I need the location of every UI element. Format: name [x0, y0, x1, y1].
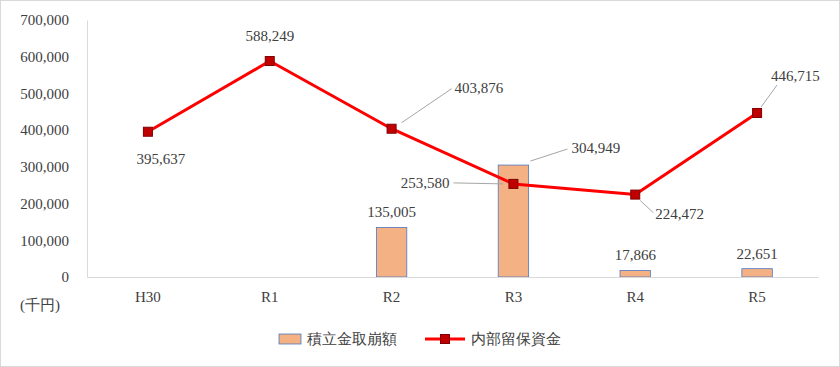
marker — [509, 179, 518, 188]
marker — [143, 127, 152, 136]
x-axis-line — [88, 277, 819, 278]
x-tick-label: H30 — [135, 289, 161, 305]
bar — [742, 269, 772, 277]
x-tick: R4 — [626, 277, 644, 305]
data-label: 224,472 — [655, 206, 704, 222]
data-labels: 135,005 304,949 17,866 22,651 395,637 588,249… — [137, 28, 820, 263]
y-tick-label: 200,000 — [20, 196, 69, 212]
y-tick-label: 500,000 — [20, 86, 69, 102]
x-tick: R1 — [261, 277, 279, 305]
bar — [376, 227, 406, 277]
y-tick: 600,000 — [20, 49, 87, 65]
x-tick-label: R2 — [383, 289, 401, 305]
y-tick-label: 300,000 — [20, 159, 69, 175]
bar — [498, 165, 528, 277]
x-tick: R5 — [748, 277, 766, 305]
y-tick: 100,000 — [20, 233, 87, 249]
y-tick-label: 400,000 — [20, 122, 69, 138]
plot-area — [143, 57, 772, 277]
label-leader — [761, 85, 777, 107]
data-label: 395,637 — [137, 151, 186, 167]
marker — [387, 124, 396, 133]
legend-swatch — [279, 334, 301, 344]
y-tick: 0 — [62, 269, 88, 285]
legend-label: 積立金取崩額 — [307, 331, 397, 347]
x-tick-label: R5 — [748, 289, 766, 305]
y-tick: 300,000 — [20, 159, 87, 175]
y-tick: 400,000 — [20, 122, 87, 138]
y-tick-label: 0 — [62, 269, 70, 285]
label-leader — [530, 149, 567, 161]
y-tick: 700,000 — [20, 12, 87, 28]
data-label: 403,876 — [455, 80, 504, 96]
bar — [620, 270, 650, 277]
x-tick: R2 — [383, 277, 401, 305]
chart-frame — [1, 1, 840, 367]
legend-label: 内部留保資金 — [471, 331, 561, 347]
data-label: 135,005 — [367, 204, 416, 220]
y-tick-label: 100,000 — [20, 233, 69, 249]
marker — [753, 108, 762, 117]
label-leader — [640, 201, 653, 213]
data-label: 446,715 — [771, 68, 820, 84]
y-tick: 500,000 — [20, 86, 87, 102]
y-tick-label: 700,000 — [20, 12, 69, 28]
y-axis-line — [87, 21, 88, 278]
data-label: 253,580 — [401, 175, 450, 191]
data-label: 22,651 — [736, 246, 777, 262]
y-axis: 0 100,000 200,000 300,000 400,000 500,000 600,… — [20, 12, 87, 285]
marker — [631, 190, 640, 199]
x-tick: R3 — [505, 277, 523, 305]
x-tick-label: R1 — [261, 289, 279, 305]
label-leader — [453, 183, 503, 184]
legend: 積立金取崩額 内部留保資金 — [279, 331, 561, 347]
line — [148, 61, 757, 195]
label-leader — [402, 89, 452, 123]
x-tick-label: R3 — [505, 289, 523, 305]
y-tick-label: 600,000 — [20, 49, 69, 65]
x-axis: H30 R1 R2 R3 R4 R5 — [88, 277, 819, 305]
marker — [265, 57, 274, 66]
legend-marker — [441, 335, 450, 344]
legend-item: 積立金取崩額 — [279, 331, 397, 347]
x-tick-label: R4 — [626, 289, 644, 305]
y-unit-label: (千円) — [20, 297, 60, 314]
y-tick: 200,000 — [20, 196, 87, 212]
legend-item: 内部留保資金 — [425, 331, 561, 347]
data-label: 304,949 — [571, 140, 620, 156]
x-tick: H30 — [135, 277, 161, 305]
data-label: 17,866 — [615, 247, 657, 263]
data-label: 588,249 — [245, 28, 294, 44]
